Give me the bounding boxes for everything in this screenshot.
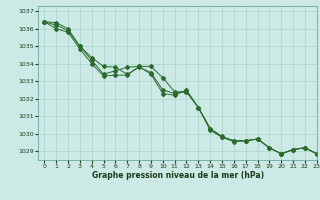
X-axis label: Graphe pression niveau de la mer (hPa): Graphe pression niveau de la mer (hPa) [92, 171, 264, 180]
